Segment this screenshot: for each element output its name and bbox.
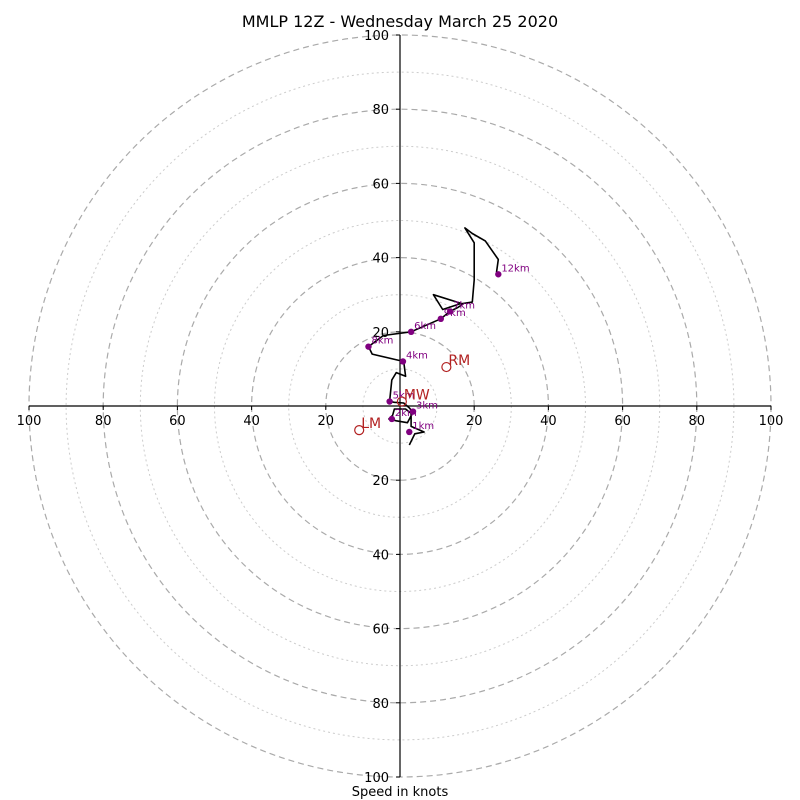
height-marker-point bbox=[386, 398, 393, 405]
x-tick-label: 20 bbox=[466, 414, 483, 429]
height-marker-label: 3km bbox=[416, 401, 438, 412]
y-tick-label: 40 bbox=[372, 252, 389, 267]
height-marker-label: 9km bbox=[444, 308, 466, 319]
x-tick-label: 60 bbox=[614, 414, 631, 429]
x-tick-label: 20 bbox=[318, 414, 335, 429]
chart-title: MMLP 12Z - Wednesday March 25 2020 bbox=[242, 12, 558, 31]
storm-motion-label: LM bbox=[361, 416, 381, 432]
height-marker-point bbox=[446, 308, 454, 315]
x-axis-label: Speed in knots bbox=[352, 785, 449, 800]
y-tick-label: 60 bbox=[372, 177, 389, 192]
height-marker-point bbox=[437, 315, 445, 323]
height-marker-label: 7km bbox=[453, 300, 475, 311]
storm-motion-markers: RM MW LM bbox=[354, 353, 470, 436]
tick-labels: 100 80 60 40 20 20 40 60 80 100 100 80 60 40 20 20 40 60 8… bbox=[17, 29, 784, 786]
y-tick-label: 20 bbox=[372, 326, 389, 341]
x-tick-label: 60 bbox=[169, 414, 186, 429]
storm-motion-label: RM bbox=[448, 353, 470, 369]
height-marker-point bbox=[365, 343, 372, 350]
y-tick-label: 100 bbox=[364, 29, 389, 44]
height-marker-point bbox=[406, 428, 413, 436]
x-tick-label: 80 bbox=[689, 414, 706, 429]
storm-motion-point bbox=[396, 396, 407, 407]
height-marker-label: 6km bbox=[414, 321, 436, 332]
height-marker-label: 12km bbox=[501, 263, 529, 274]
y-tick-label: 20 bbox=[372, 474, 389, 489]
height-marker-label: 5km bbox=[393, 391, 415, 402]
height-marker-label: 1km bbox=[412, 421, 434, 432]
height-marker-label: 2km bbox=[395, 408, 417, 419]
x-tick-label: 40 bbox=[540, 414, 557, 429]
y-tick-label: 80 bbox=[372, 103, 389, 118]
height-marker-label: 8km bbox=[371, 336, 393, 347]
y-tick-label: 80 bbox=[372, 697, 389, 712]
height-marker-point bbox=[399, 358, 407, 365]
y-tick-label: 60 bbox=[372, 623, 389, 638]
height-marker-label: 4km bbox=[406, 350, 428, 361]
height-marker-point bbox=[388, 415, 396, 423]
x-tick-label: 80 bbox=[95, 414, 112, 429]
height-marker-point bbox=[495, 271, 502, 278]
storm-motion-point bbox=[441, 361, 452, 373]
x-tick-label: 40 bbox=[243, 414, 260, 429]
storm-motion-point bbox=[354, 425, 365, 436]
height-marker-point bbox=[407, 328, 415, 335]
y-tick-label: 40 bbox=[372, 548, 389, 563]
storm-motion-label: MW bbox=[404, 388, 430, 404]
height-marker-point bbox=[409, 408, 417, 415]
x-tick-label: 100 bbox=[17, 414, 42, 429]
x-tick-label: 100 bbox=[759, 414, 784, 429]
y-tick-label: 100 bbox=[364, 771, 389, 786]
